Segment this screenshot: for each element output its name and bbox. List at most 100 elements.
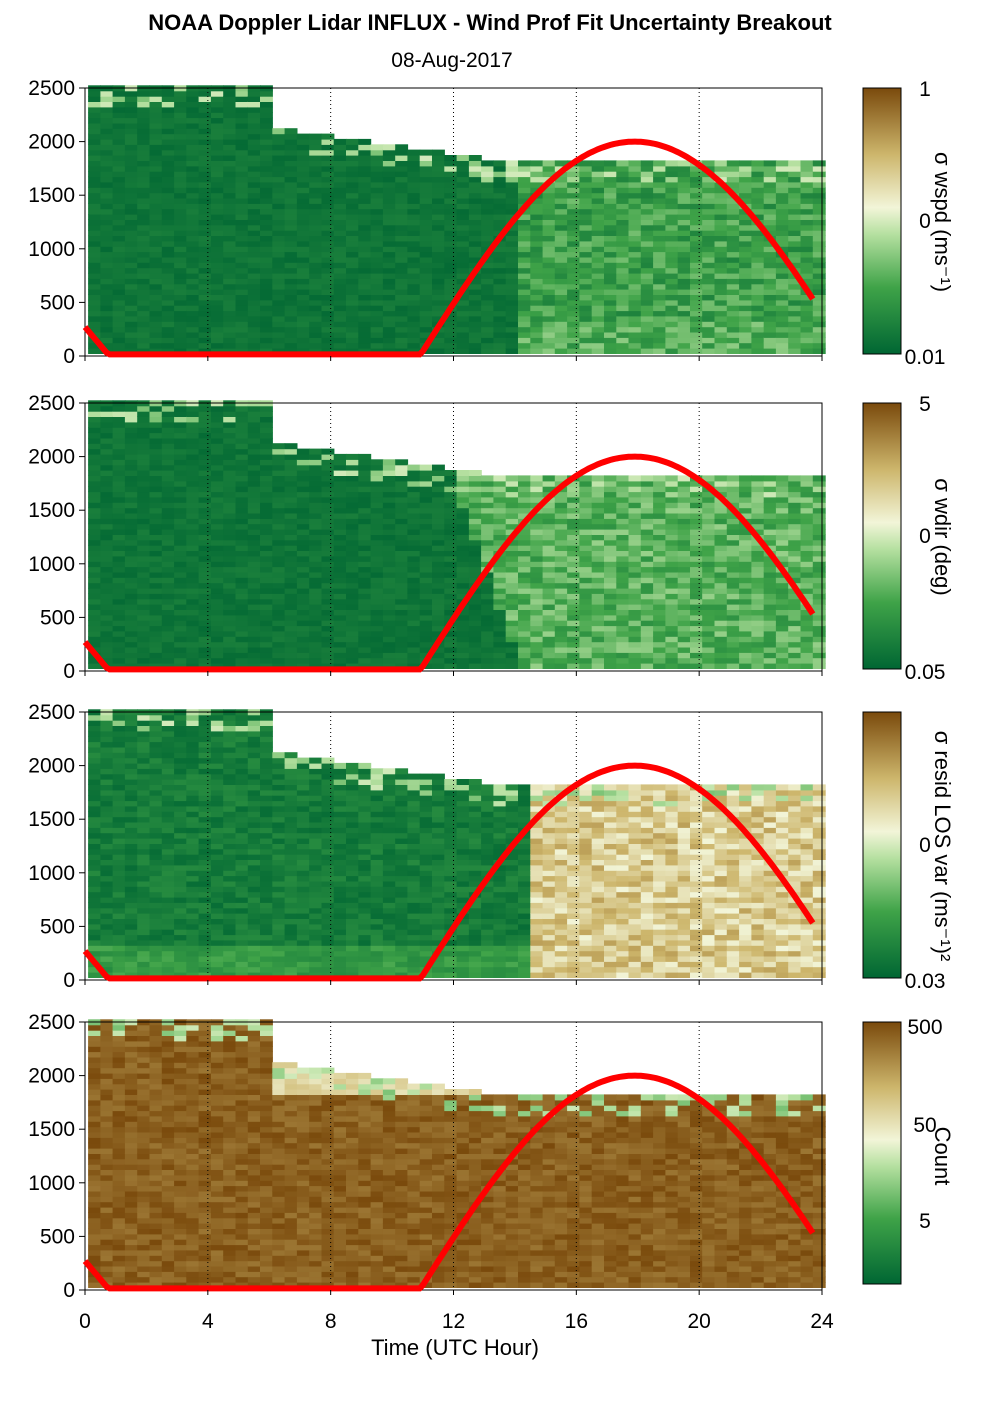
heatmap-cell [198, 496, 212, 503]
heatmap-cell [702, 326, 716, 333]
heatmap-cell [100, 555, 114, 562]
heatmap-cell [124, 176, 138, 183]
heatmap-cell [161, 582, 175, 589]
heatmap-cell [653, 262, 666, 269]
heatmap-cell [505, 299, 519, 306]
heatmap-cell [358, 502, 372, 509]
heatmap-cell [309, 550, 323, 557]
heatmap-cell [763, 219, 777, 226]
heatmap-cell [346, 321, 359, 328]
heatmap-cell [591, 283, 605, 290]
heatmap-cell [739, 663, 752, 669]
heatmap-cell [677, 278, 691, 285]
heatmap-cell [653, 582, 666, 589]
heatmap-cell [174, 405, 187, 412]
heatmap-cell [653, 197, 666, 204]
heatmap-cell [100, 299, 114, 306]
heatmap-cell [677, 657, 691, 664]
heatmap-cell [468, 305, 482, 312]
heatmap-cell [284, 224, 298, 231]
heatmap-cell [124, 464, 138, 471]
heatmap-cell [726, 545, 740, 551]
heatmap-cell [346, 620, 359, 627]
heatmap-cell [714, 171, 728, 178]
heatmap-cell [518, 192, 531, 199]
heatmap-cell [247, 518, 261, 525]
heatmap-cell [149, 411, 163, 417]
heatmap-cell [444, 165, 458, 172]
heatmap-cell [272, 128, 286, 135]
heatmap-cell [653, 561, 666, 568]
heatmap-cell [210, 459, 224, 466]
heatmap-cell [346, 502, 359, 509]
heatmap-cell [223, 112, 237, 119]
heatmap-cell [124, 299, 138, 306]
heatmap-cell [247, 208, 261, 215]
heatmap-cell [456, 214, 470, 220]
heatmap-cell [247, 427, 261, 434]
heatmap-cell [309, 208, 323, 215]
heatmap-cell [518, 496, 531, 503]
heatmap-cell [346, 342, 359, 349]
heatmap-cell [346, 657, 359, 664]
heatmap-cell [161, 112, 175, 119]
heatmap-cell [456, 160, 470, 167]
heatmap-cell [88, 934, 101, 941]
heatmap-cell [677, 480, 691, 487]
heatmap-cell [567, 176, 580, 183]
heatmap-cell [444, 251, 458, 258]
heatmap-cell [653, 571, 666, 578]
heatmap-cell [640, 539, 654, 546]
heatmap-cell [223, 475, 237, 482]
heatmap-cell [788, 652, 802, 659]
heatmap-cell [198, 507, 212, 514]
heatmap-cell [284, 507, 298, 514]
heatmap-cell [149, 235, 163, 242]
heatmap-cell [690, 208, 703, 215]
heatmap-cell [640, 235, 654, 242]
heatmap-cell [247, 230, 261, 236]
heatmap-cell [604, 278, 617, 285]
heatmap-cell [690, 305, 703, 312]
heatmap-cell [210, 262, 224, 269]
heatmap-cell [407, 240, 421, 247]
heatmap-cell [210, 646, 224, 653]
heatmap-cell [591, 663, 605, 669]
heatmap-cell [370, 545, 384, 551]
heatmap-cell [763, 571, 777, 578]
heatmap-cell [186, 240, 200, 247]
heatmap-cell [763, 598, 777, 605]
heatmap-cell [788, 604, 802, 610]
heatmap-cell [223, 310, 237, 317]
heatmap-cell [628, 630, 642, 637]
heatmap-cell [616, 283, 630, 290]
heatmap-cell [88, 219, 101, 226]
heatmap-cell [260, 577, 273, 584]
heatmap-cell [272, 348, 286, 354]
heatmap-cell [456, 566, 470, 573]
heatmap-cell [174, 348, 187, 354]
heatmap-cell [567, 310, 580, 317]
heatmap-cell [124, 453, 138, 460]
heatmap-cell [186, 230, 200, 236]
heatmap-cell [149, 106, 163, 113]
heatmap-cell [395, 518, 409, 525]
heatmap-cell [444, 587, 458, 594]
heatmap-cell [800, 582, 814, 589]
heatmap-cell [210, 315, 224, 322]
heatmap-cell [137, 405, 151, 412]
heatmap-cell [763, 480, 777, 487]
heatmap-cell [112, 507, 126, 514]
heatmap-cell [284, 219, 298, 226]
heatmap-cell [309, 507, 323, 514]
heatmap-cell [530, 289, 544, 295]
heatmap-cell [198, 267, 212, 274]
heatmap-cell [210, 566, 224, 573]
heatmap-cell [370, 246, 384, 253]
heatmap-cell [370, 240, 384, 247]
heatmap-cell [272, 630, 286, 637]
heatmap-cell [382, 267, 396, 274]
heatmap-cell [444, 657, 458, 664]
heatmap-cell [751, 587, 765, 594]
heatmap-cell [333, 486, 347, 493]
